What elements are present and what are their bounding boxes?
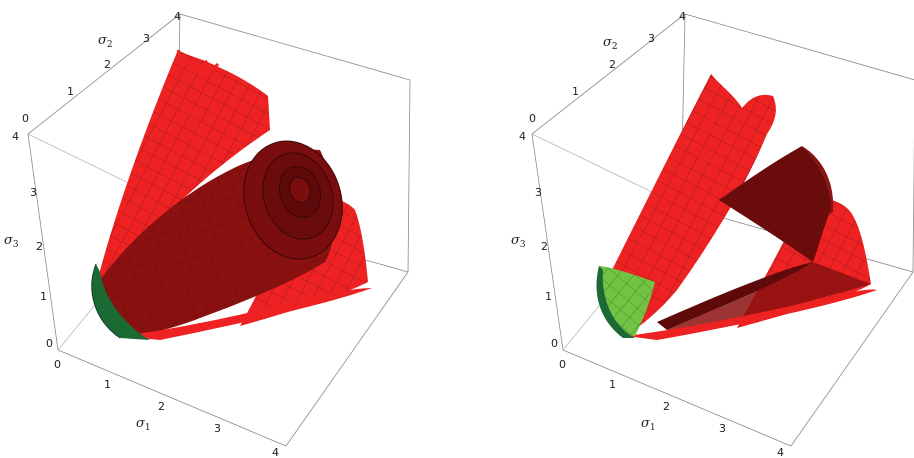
tick-sigma2-3: 3 <box>648 32 655 45</box>
tick-sigma2-2: 2 <box>104 58 111 71</box>
yield-surface-right <box>607 74 877 340</box>
tick-sigma1-1: 1 <box>104 378 111 391</box>
sigma1-axis-right: 0 1 2 3 4 σ1 <box>559 358 784 458</box>
tick-sigma1-3: 3 <box>719 422 726 435</box>
tick-sigma2-1: 1 <box>572 85 579 98</box>
yield-surface-left <box>96 49 372 340</box>
tick-sigma2-3: 3 <box>143 32 150 45</box>
axis-label-sigma2: σ2 <box>603 35 618 52</box>
sigma3-axis-left: 4 3 2 1 0 σ3 <box>4 130 53 350</box>
tick-sigma1-4: 4 <box>272 446 279 458</box>
tick-sigma1-1: 1 <box>609 378 616 391</box>
tick-sigma2-1: 1 <box>67 85 74 98</box>
axis-label-sigma2: σ2 <box>98 33 113 50</box>
tick-sigma2-0: 0 <box>22 112 29 125</box>
tick-sigma3-1: 1 <box>40 290 47 303</box>
tick-sigma1-2: 2 <box>663 400 670 413</box>
tick-sigma3-0: 0 <box>46 337 53 350</box>
axis-label-sigma1: σ1 <box>641 416 656 433</box>
tick-sigma3-0: 0 <box>551 337 558 350</box>
axis-label-sigma3: σ3 <box>4 233 19 250</box>
sigma1-axis-left: 0 1 2 3 4 σ1 <box>54 358 279 458</box>
3d-plot-right: 4 3 2 1 0 σ2 4 3 2 1 0 σ3 0 1 2 3 4 σ1 <box>511 10 914 458</box>
tick-sigma3-3: 3 <box>30 186 37 199</box>
tick-sigma2-4: 4 <box>679 10 686 23</box>
axis-label-sigma1: σ1 <box>136 416 151 433</box>
sigma2-axis-left: 4 3 2 1 0 σ2 <box>22 10 181 125</box>
tick-sigma3-4: 4 <box>12 130 19 143</box>
tick-sigma3-3: 3 <box>535 186 542 199</box>
sigma3-axis-right: 4 3 2 1 0 σ3 <box>511 130 558 350</box>
axis-label-sigma3: σ3 <box>511 233 526 250</box>
tick-sigma3-4: 4 <box>519 130 526 143</box>
cap-dark-green-left <box>91 263 150 340</box>
tick-sigma1-0: 0 <box>54 358 61 371</box>
tick-sigma2-4: 4 <box>174 10 181 23</box>
tick-sigma3-2: 2 <box>36 240 43 253</box>
tick-sigma1-4: 4 <box>777 446 784 458</box>
plot-panel-right: 4 3 2 1 0 σ2 4 3 2 1 0 σ3 0 1 2 3 4 σ1 <box>457 0 914 458</box>
tick-sigma2-0: 0 <box>529 112 536 125</box>
tick-sigma1-3: 3 <box>214 422 221 435</box>
3d-plot-left: 4 3 2 1 0 σ2 4 3 2 1 0 σ3 0 1 2 3 4 σ1 <box>4 10 411 458</box>
tick-sigma3-1: 1 <box>545 290 552 303</box>
tick-sigma3-2: 2 <box>541 240 548 253</box>
plot-panel-left: 4 3 2 1 0 σ2 4 3 2 1 0 σ3 0 1 2 3 4 σ1 <box>4 10 411 458</box>
tick-sigma1-2: 2 <box>158 400 165 413</box>
cap-light-green-right <box>596 266 655 338</box>
tick-sigma1-0: 0 <box>559 358 566 371</box>
sigma2-axis-right: 4 3 2 1 0 σ2 <box>529 10 686 125</box>
tick-sigma2-2: 2 <box>609 58 616 71</box>
